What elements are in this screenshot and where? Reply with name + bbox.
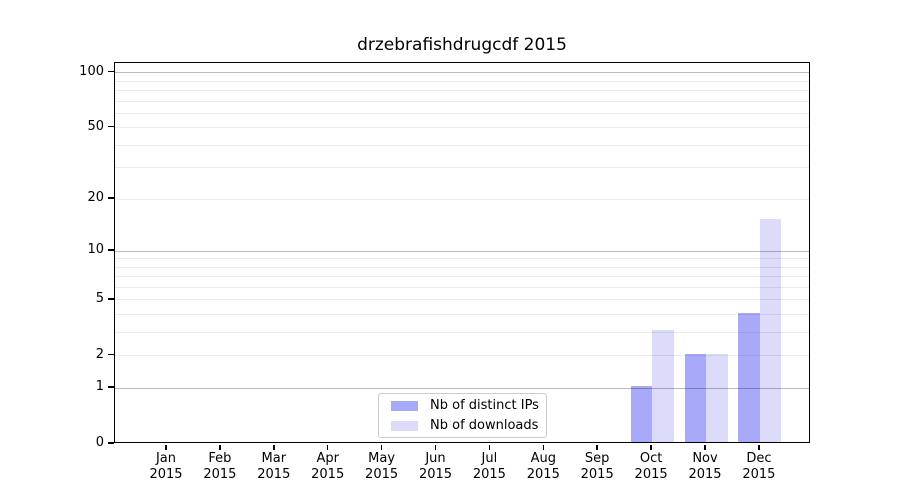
gridline-minor-2 (115, 355, 809, 357)
gridline-minor-60 (115, 112, 809, 114)
x-tick-label-aug: Aug 2015 (526, 451, 560, 482)
bar-downloads-oct (652, 330, 674, 442)
x-tick-label-jul: Jul 2015 (472, 451, 506, 482)
y-tick-mark-100 (108, 70, 114, 73)
chart-title: drzebrafishdrugcdf 2015 (357, 35, 567, 55)
legend-swatch-distinct-ips (391, 400, 418, 411)
y-tick-mark-2 (108, 353, 114, 356)
gridline-minor-5 (115, 299, 809, 301)
x-tick-mark-apr (326, 444, 329, 450)
gridline-minor-6 (115, 286, 809, 288)
y-tick-label-2: 2 (95, 346, 104, 362)
gridline-minor-20 (115, 198, 809, 200)
y-tick-label-5: 5 (95, 290, 104, 306)
x-tick-mark-mar (273, 444, 275, 450)
y-tick-label-10: 10 (87, 242, 104, 258)
x-tick-label-oct: Oct 2015 (634, 451, 668, 482)
x-tick-mark-feb (219, 444, 221, 450)
gridline-minor-4 (115, 314, 809, 316)
x-tick-label-apr: Apr 2015 (311, 451, 345, 482)
x-tick-mark-aug (542, 444, 545, 450)
x-tick-label-nov: Nov 2015 (688, 451, 722, 482)
gridline-minor-70 (115, 100, 809, 102)
x-tick-label-jun: Jun 2015 (418, 451, 453, 482)
gridline-minor-9 (115, 258, 809, 260)
x-tick-label-feb: Feb 2015 (203, 451, 237, 482)
bar-downloads-dec (759, 218, 782, 442)
gridline-minor-80 (115, 89, 809, 91)
y-tick-label-0: 0 (95, 435, 104, 450)
gridline-minor-30 (115, 167, 809, 169)
legend-swatch-downloads (391, 420, 418, 431)
y-tick-mark-20 (108, 197, 114, 199)
gridline-minor-8 (115, 266, 809, 268)
x-tick-mark-jun (434, 444, 437, 450)
legend-row-distinct-ips: Nb of distinct IPs (387, 398, 539, 413)
legend-label-downloads: Nb of downloads (430, 418, 539, 433)
gridline-major-10 (115, 250, 809, 252)
plot-area: Nb of distinct IPs Nb of downloads (114, 62, 810, 443)
y-tick-label-20: 20 (87, 190, 104, 206)
y-tick-mark-50 (108, 125, 114, 128)
x-tick-mark-jan (165, 444, 167, 450)
gridline-minor-3 (115, 331, 809, 333)
legend-row-downloads: Nb of downloads (387, 418, 538, 433)
bar-distinct-ips-nov (684, 353, 706, 442)
x-tick-mark-jul (488, 444, 491, 450)
y-tick-label-100: 100 (79, 63, 104, 79)
gridline-minor-40 (115, 144, 809, 146)
y-tick-label-1: 1 (95, 379, 104, 395)
y-tick-mark-0 (108, 442, 114, 444)
x-tick-label-sep: Sep 2015 (580, 451, 614, 482)
gridline-minor-50 (115, 127, 809, 129)
x-tick-mark-may (380, 444, 383, 450)
x-tick-mark-sep (596, 444, 598, 450)
gridline-minor-90 (115, 80, 809, 82)
legend-label-distinct-ips: Nb of distinct IPs (430, 398, 539, 413)
x-tick-label-dec: Dec 2015 (742, 451, 776, 482)
bar-downloads-nov (706, 353, 728, 442)
y-tick-label-50: 50 (87, 118, 104, 134)
y-tick-mark-5 (108, 298, 114, 300)
x-tick-label-mar: Mar 2015 (257, 451, 291, 482)
x-tick-mark-oct (650, 444, 652, 450)
y-tick-mark-1 (108, 386, 114, 388)
x-tick-label-jan: Jan 2015 (149, 451, 183, 482)
x-tick-label-may: May 2015 (365, 451, 399, 482)
y-tick-mark-10 (108, 249, 114, 251)
x-tick-mark-nov (704, 444, 706, 450)
legend: Nb of distinct IPs Nb of downloads (378, 393, 547, 438)
bar-distinct-ips-dec (738, 312, 760, 442)
bar-distinct-ips-oct (630, 386, 653, 442)
x-tick-mark-dec (758, 444, 760, 450)
gridline-major-100 (115, 72, 809, 74)
gridline-minor-7 (115, 276, 809, 278)
gridline-major-1 (115, 387, 809, 389)
